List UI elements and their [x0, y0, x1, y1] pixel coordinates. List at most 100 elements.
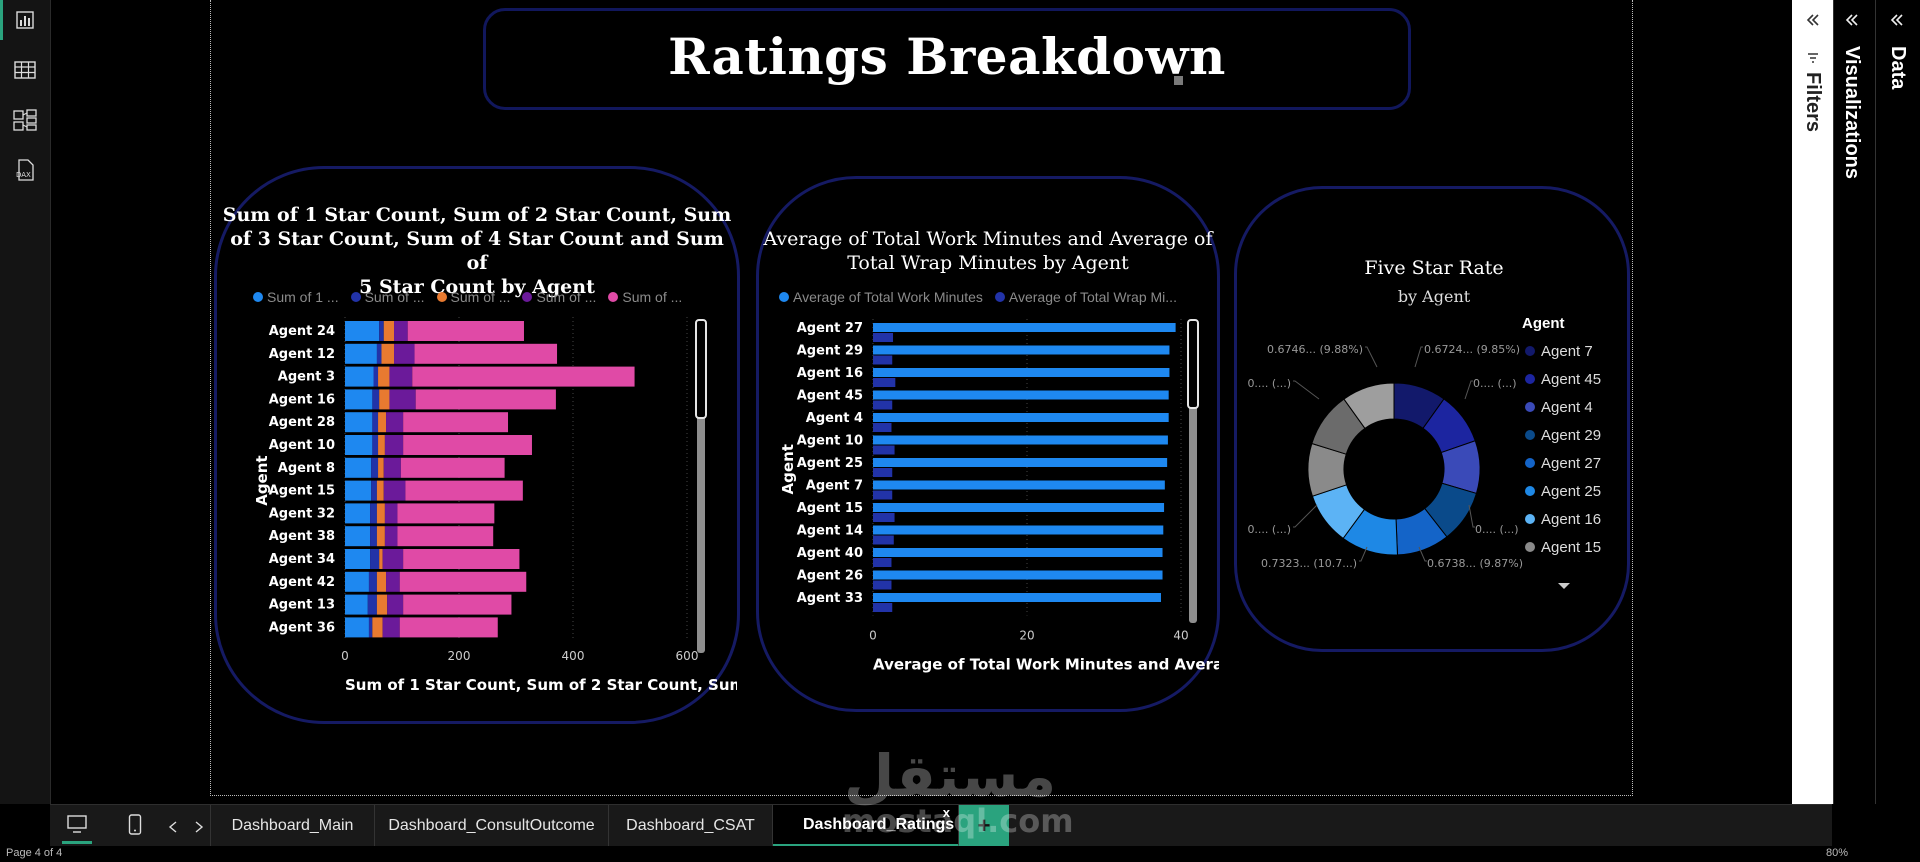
bar-segment[interactable]	[370, 503, 377, 524]
bar-segment[interactable]	[345, 366, 374, 387]
bar-segment[interactable]	[379, 549, 383, 569]
report-view-button[interactable]	[0, 0, 41, 40]
bar-segment[interactable]	[378, 435, 385, 455]
bar-segment[interactable]	[389, 389, 416, 410]
bar-segment[interactable]	[376, 480, 384, 501]
bar-segment[interactable]	[370, 526, 377, 547]
bar-segment[interactable]	[384, 526, 398, 547]
bar-work-minutes[interactable]	[873, 593, 1161, 602]
bar-work-minutes[interactable]	[873, 413, 1169, 422]
bar-segment[interactable]	[387, 594, 404, 615]
bar-segment[interactable]	[378, 366, 390, 387]
bar-segment[interactable]	[407, 321, 524, 341]
bar-segment[interactable]	[371, 480, 377, 501]
bar-work-minutes[interactable]	[873, 458, 1168, 467]
bar-wrap-minutes[interactable]	[873, 333, 894, 342]
bar-work-minutes[interactable]	[873, 503, 1165, 512]
report-title-box[interactable]: Ratings Breakdown	[483, 8, 1411, 110]
desktop-layout-button[interactable]	[62, 811, 92, 844]
bar-wrap-minutes[interactable]	[873, 490, 893, 500]
bar-segment[interactable]	[345, 480, 372, 501]
previous-page-icon[interactable]	[168, 821, 178, 833]
bar-segment[interactable]	[403, 549, 520, 569]
model-view-button[interactable]	[9, 104, 41, 136]
bar-segment[interactable]	[376, 343, 382, 364]
five-star-rate-chart-card[interactable]: Five Star Rate by Agent 0.6724... (9.85%…	[1234, 186, 1630, 652]
bar-wrap-minutes[interactable]	[873, 355, 893, 365]
five-star-rate-legend-item[interactable]: Agent 4	[1525, 393, 1601, 421]
collapse-filters-icon[interactable]	[1806, 14, 1820, 26]
bar-wrap-minutes[interactable]	[873, 558, 892, 567]
bar-segment[interactable]	[415, 389, 556, 410]
work-minutes-chart-scroll-thumb[interactable]	[1187, 319, 1199, 409]
five-star-rate-legend-item[interactable]: Agent 15	[1525, 533, 1601, 561]
tab-dashboard-consultoutcome[interactable]: Dashboard_ConsultOutcome	[375, 805, 609, 847]
collapse-visualizations-icon[interactable]	[1845, 14, 1859, 26]
bar-segment[interactable]	[403, 435, 532, 455]
star-count-chart-card[interactable]: Sum of 1 Star Count, Sum of 2 Star Count…	[214, 166, 740, 724]
work-minutes-chart-scrollbar[interactable]	[1187, 319, 1199, 623]
bar-segment[interactable]	[414, 343, 558, 364]
bar-segment[interactable]	[383, 321, 395, 341]
legend-more-chevron-icon[interactable]	[1557, 581, 1571, 591]
bar-segment[interactable]	[399, 571, 527, 592]
bar-segment[interactable]	[376, 526, 385, 547]
bar-segment[interactable]	[345, 617, 369, 638]
five-star-rate-legend-item[interactable]: Agent 16	[1525, 505, 1601, 533]
star-count-legend-item[interactable]: Sum of ...	[350, 289, 425, 305]
bar-wrap-minutes[interactable]	[873, 400, 893, 410]
bar-segment[interactable]	[376, 503, 385, 524]
bar-segment[interactable]	[376, 571, 387, 592]
bar-segment[interactable]	[368, 571, 377, 592]
bar-segment[interactable]	[384, 503, 398, 524]
bar-segment[interactable]	[345, 389, 373, 410]
bar-work-minutes[interactable]	[873, 435, 1168, 445]
bar-segment[interactable]	[382, 617, 400, 638]
bar-wrap-minutes[interactable]	[873, 378, 896, 387]
bar-work-minutes[interactable]	[873, 548, 1163, 557]
table-view-button[interactable]	[9, 54, 41, 86]
bar-segment[interactable]	[373, 366, 379, 387]
bar-segment[interactable]	[372, 412, 379, 433]
bar-segment[interactable]	[345, 343, 377, 364]
five-star-rate-legend-item[interactable]: Agent 45	[1525, 365, 1601, 393]
star-count-legend-item[interactable]: Sum of ...	[436, 289, 510, 305]
bar-work-minutes[interactable]	[873, 570, 1163, 580]
bar-segment[interactable]	[371, 457, 379, 478]
bar-segment[interactable]	[386, 412, 404, 433]
dax-query-view-button[interactable]: DAX	[9, 154, 41, 186]
bar-work-minutes[interactable]	[873, 390, 1169, 400]
bar-segment[interactable]	[381, 343, 395, 364]
next-page-icon[interactable]	[194, 821, 204, 833]
bar-segment[interactable]	[345, 594, 368, 615]
bar-segment[interactable]	[345, 571, 369, 592]
visualizations-pane-label[interactable]: Visualizations	[1841, 46, 1863, 180]
star-count-chart-scrollbar[interactable]	[695, 319, 707, 653]
add-page-button[interactable]: +	[959, 805, 1009, 847]
bar-segment[interactable]	[378, 412, 387, 433]
bar-segment[interactable]	[378, 457, 384, 478]
data-pane-label[interactable]: Data	[1887, 46, 1909, 90]
bar-wrap-minutes[interactable]	[873, 603, 893, 612]
bar-segment[interactable]	[412, 366, 635, 387]
bar-segment[interactable]	[345, 321, 380, 341]
bar-segment[interactable]	[345, 435, 373, 455]
five-star-rate-legend-item[interactable]: Agent 27	[1525, 449, 1601, 477]
work-minutes-chart-card[interactable]: Average of Total Work Minutes and Averag…	[756, 176, 1220, 712]
star-count-legend-item[interactable]: Sum of ...	[522, 289, 596, 305]
close-tab-icon[interactable]: x	[942, 805, 950, 820]
bar-segment[interactable]	[345, 412, 373, 433]
star-count-chart-scroll-thumb[interactable]	[695, 319, 707, 419]
bar-segment[interactable]	[399, 617, 498, 638]
bar-work-minutes[interactable]	[873, 323, 1176, 332]
bar-segment[interactable]	[394, 343, 415, 364]
tab-dashboard-csat[interactable]: Dashboard_CSAT	[609, 805, 773, 847]
zoom-level[interactable]: 80%	[1826, 847, 1849, 859]
tab-dashboard-main[interactable]: Dashboard_Main	[211, 805, 375, 847]
bar-segment[interactable]	[397, 503, 495, 524]
bar-segment[interactable]	[394, 321, 408, 341]
bar-wrap-minutes[interactable]	[873, 423, 892, 432]
bar-wrap-minutes[interactable]	[873, 468, 893, 477]
filters-pane[interactable]: Filters	[1792, 0, 1833, 804]
bar-segment[interactable]	[376, 594, 388, 615]
